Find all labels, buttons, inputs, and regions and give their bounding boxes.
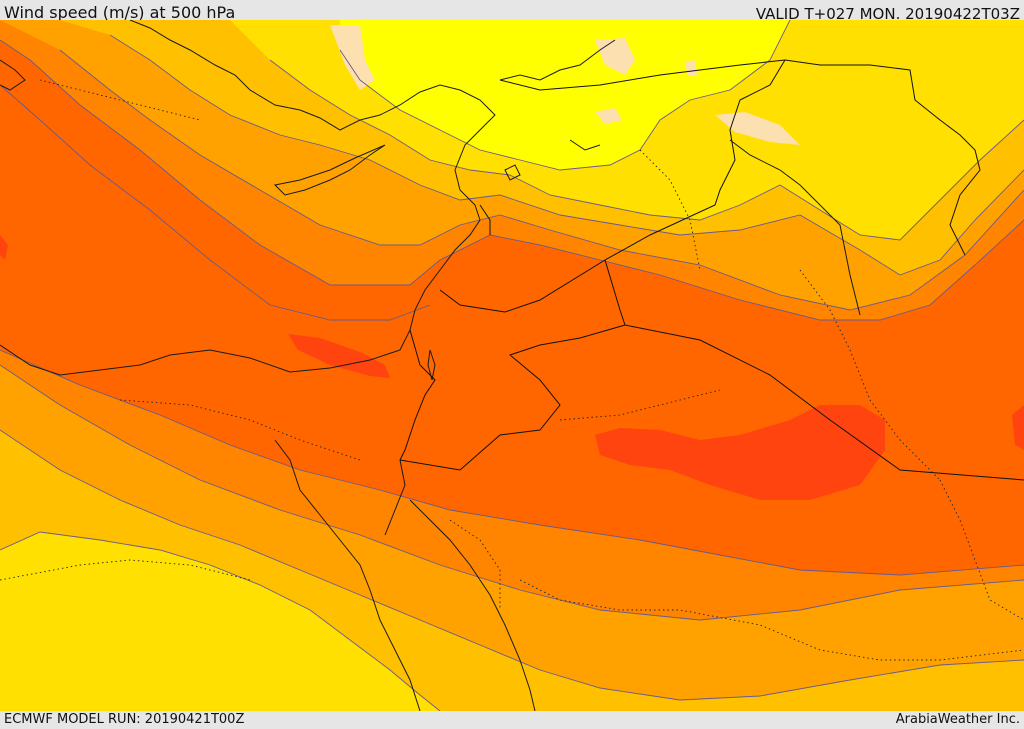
band-pale-yellow-north: [340, 20, 790, 170]
patch-tan-3: [595, 108, 622, 124]
map-title: Wind speed (m/s) at 500 hPa: [4, 3, 236, 22]
map-canvas: [0, 20, 1024, 711]
map-header: Wind speed (m/s) at 500 hPa VALID T+027 …: [0, 0, 1024, 23]
coastlines: [0, 20, 861, 711]
jet-max-red-2: [288, 334, 390, 378]
internal-boundaries: [0, 79, 1024, 661]
wind-speed-map: [0, 20, 1024, 711]
credit: ArabiaWeather Inc.: [895, 712, 1020, 727]
patch-tan-4: [715, 112, 800, 145]
map-footer: ECMWF MODEL RUN: 20190421T00Z ArabiaWeat…: [0, 711, 1024, 729]
model-run: ECMWF MODEL RUN: 20190421T00Z: [4, 712, 245, 727]
jet-max-red-4: [0, 235, 8, 260]
patch-tan-1: [330, 25, 375, 90]
country-borders: [399, 59, 1024, 481]
jet-max-red-3: [1012, 405, 1024, 450]
jet-max-red-1: [595, 405, 885, 500]
band-light-yellow-south: [0, 532, 440, 711]
valid-time: VALID T+027 MON. 20190422T03Z: [755, 5, 1020, 23]
